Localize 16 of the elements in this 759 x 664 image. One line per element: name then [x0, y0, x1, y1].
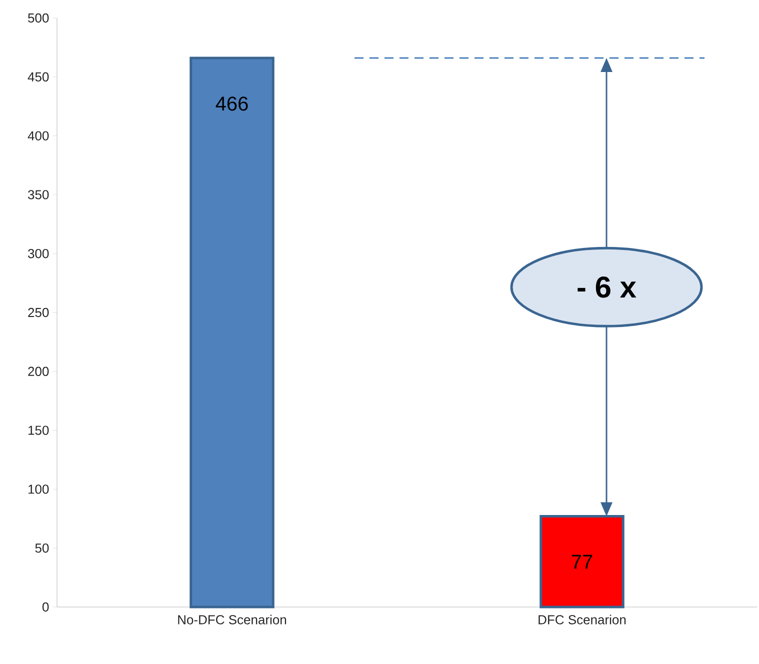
y-tick-label: 150	[28, 426, 49, 435]
y-tick-label: 200	[28, 366, 49, 376]
y-tick-label: 500	[28, 13, 49, 23]
data-label: 466	[216, 96, 248, 111]
x-tick-label: DFC Scenarion	[538, 614, 626, 624]
y-tick-label: 300	[28, 248, 49, 258]
y-tick-label: 350	[28, 190, 49, 200]
x-tick-label: No-DFC Scenarion	[178, 614, 286, 624]
y-tick-label: 450	[28, 72, 49, 82]
y-tick-label: 400	[28, 131, 49, 140]
y-tick-label: 100	[28, 484, 49, 494]
data-label: 77	[572, 554, 592, 569]
y-tick-label: 250	[28, 308, 49, 318]
y-tick-label: 0	[42, 602, 49, 612]
y-tick-label: 50	[35, 543, 49, 553]
annotation: - 6 x	[578, 276, 636, 298]
